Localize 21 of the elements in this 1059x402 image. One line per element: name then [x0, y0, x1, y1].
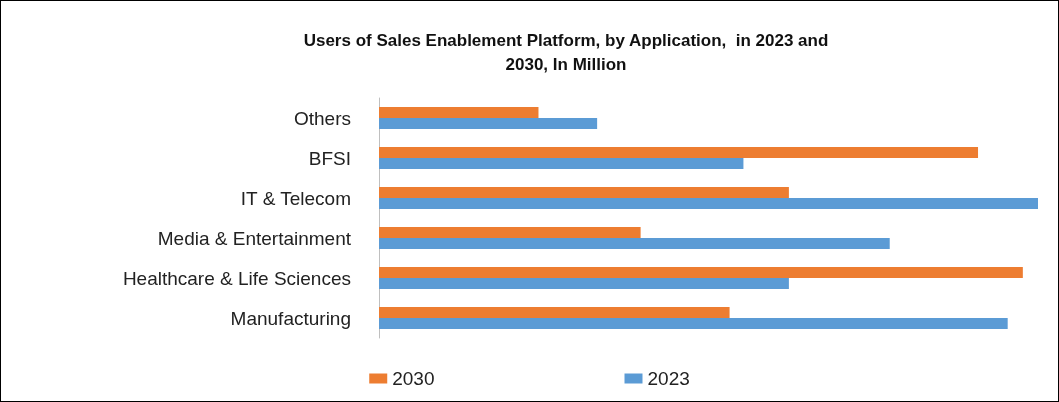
bar	[379, 238, 890, 249]
y-tick-label: Healthcare & Life Sciences	[122, 267, 351, 289]
bar	[379, 147, 979, 158]
bar	[379, 187, 789, 198]
chart-title: Users of Sales Enablement Platform, by Application, in 2023 and 2030, In Million	[303, 30, 829, 74]
bar	[379, 198, 1038, 209]
y-tick-label: Others	[293, 107, 351, 129]
bar	[379, 307, 730, 318]
y-tick-label: IT & Telecom	[240, 187, 351, 209]
bar	[379, 278, 789, 289]
legend-label: 2030	[392, 368, 435, 389]
bar	[379, 267, 1023, 278]
bar	[379, 118, 598, 129]
bar	[379, 318, 1008, 329]
legend-label: 2023	[647, 368, 690, 389]
y-tick-label: BFSI	[308, 147, 351, 169]
bar	[379, 107, 539, 118]
bar	[379, 158, 744, 169]
y-tick-label: Media & Entertainment	[157, 227, 352, 249]
y-tick-label: Manufacturing	[230, 307, 351, 329]
bar	[379, 227, 641, 238]
